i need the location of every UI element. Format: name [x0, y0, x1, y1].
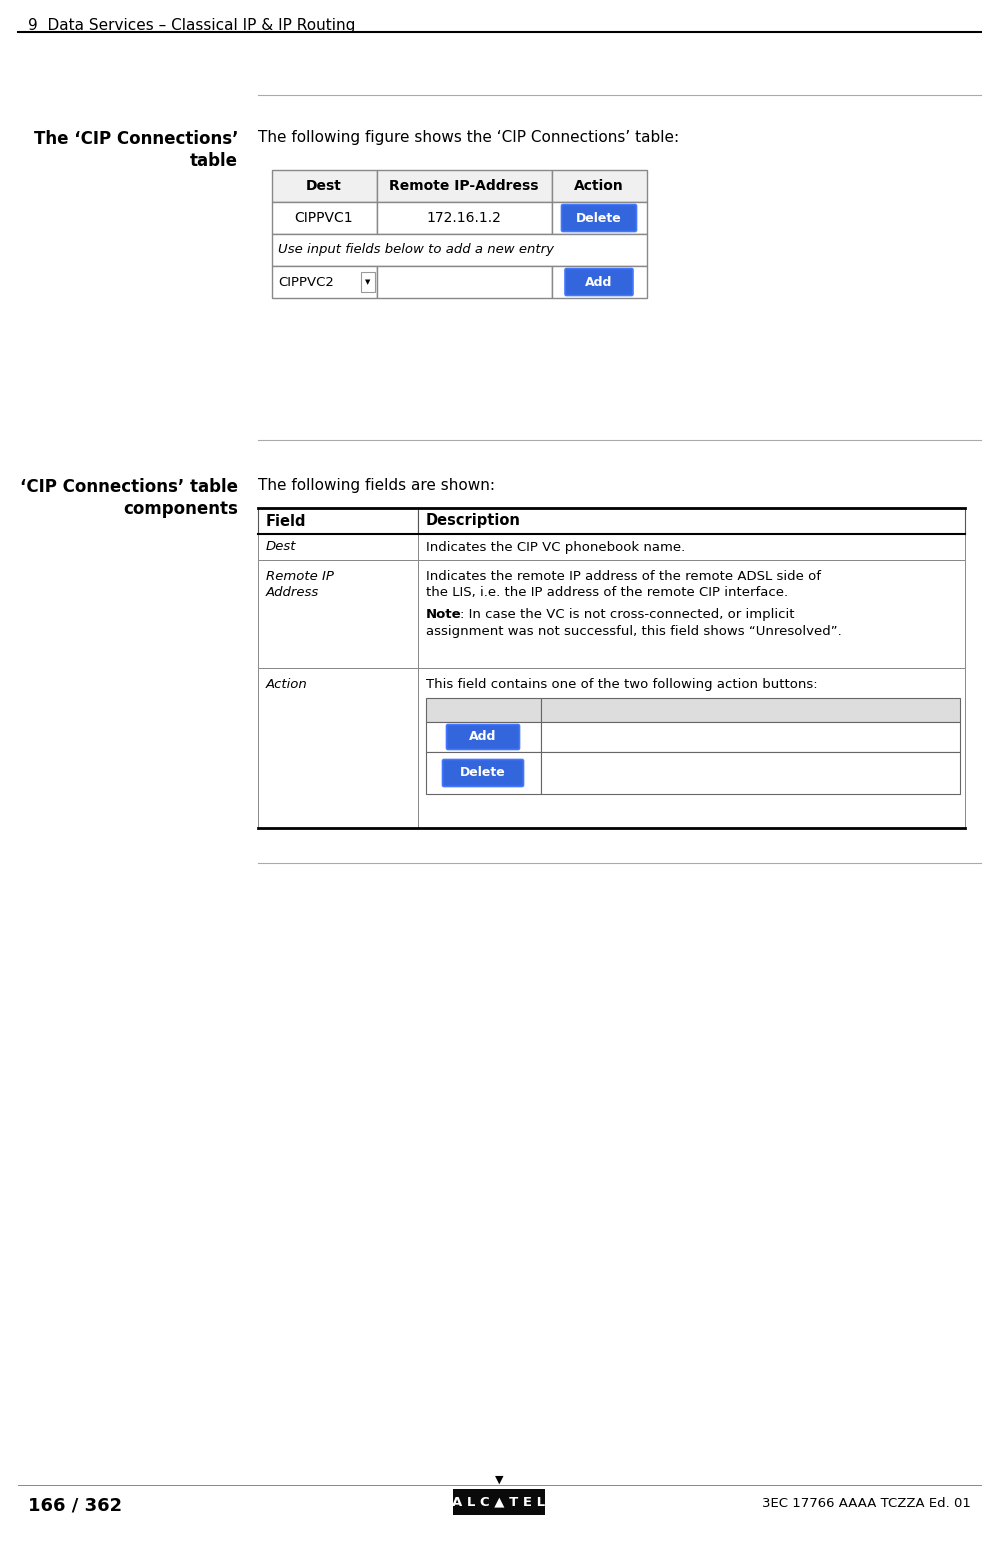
- Text: Action: Action: [266, 677, 308, 691]
- Text: Action: Action: [574, 179, 623, 193]
- Text: Use input fields below to add a new entry: Use input fields below to add a new entr…: [278, 244, 554, 256]
- Bar: [541, 697, 960, 722]
- Text: Dest: Dest: [306, 179, 342, 193]
- Text: 166 / 362: 166 / 362: [28, 1497, 122, 1515]
- Text: Note: Note: [426, 608, 462, 620]
- Text: ‘CIP Connections’ table: ‘CIP Connections’ table: [20, 478, 238, 495]
- Bar: [541, 751, 960, 795]
- Bar: [272, 235, 647, 265]
- Bar: [418, 560, 965, 668]
- Text: Remote IP-Address: Remote IP-Address: [390, 179, 538, 193]
- Text: Dest: Dest: [266, 540, 297, 554]
- Bar: [552, 170, 647, 202]
- Text: table: table: [190, 153, 238, 170]
- Bar: [552, 265, 647, 298]
- Bar: [418, 534, 965, 560]
- Bar: [272, 202, 377, 235]
- Text: The ‘CIP Connections’: The ‘CIP Connections’: [34, 130, 238, 148]
- Text: Button: Button: [457, 704, 509, 717]
- Text: ▼: ▼: [495, 1475, 503, 1484]
- Text: components: components: [123, 500, 238, 518]
- Text: Remote IP: Remote IP: [266, 569, 334, 583]
- Bar: [258, 534, 418, 560]
- Text: Delete: Delete: [576, 211, 621, 224]
- Text: A L C ▲ T E L: A L C ▲ T E L: [453, 1495, 545, 1509]
- Bar: [552, 202, 647, 235]
- Text: CIPPVC1: CIPPVC1: [295, 211, 354, 225]
- Bar: [377, 265, 552, 298]
- Text: the LIS, i.e. the IP address of the remote CIP interface.: the LIS, i.e. the IP address of the remo…: [426, 586, 788, 599]
- Text: Indicates the CIP VC phonebook name.: Indicates the CIP VC phonebook name.: [426, 540, 685, 554]
- Text: CIPPVC2: CIPPVC2: [278, 276, 334, 289]
- Bar: [272, 170, 377, 202]
- Text: Action: Action: [725, 704, 775, 717]
- FancyBboxPatch shape: [561, 205, 636, 231]
- Text: ▼: ▼: [366, 279, 371, 285]
- Text: The following fields are shown:: The following fields are shown:: [258, 478, 495, 494]
- Text: Add: Add: [470, 730, 497, 744]
- Text: 9  Data Services – Classical IP & IP Routing: 9 Data Services – Classical IP & IP Rout…: [28, 19, 356, 32]
- Bar: [258, 668, 418, 829]
- Bar: [258, 508, 418, 534]
- Text: 172.16.1.2: 172.16.1.2: [427, 211, 501, 225]
- Text: Field: Field: [266, 514, 307, 529]
- Text: assignment was not successful, this field shows “Unresolved”.: assignment was not successful, this fiel…: [426, 625, 842, 637]
- Text: Delete an existing connection from the: Delete an existing connection from the: [547, 762, 808, 775]
- FancyBboxPatch shape: [565, 268, 633, 296]
- Bar: [418, 508, 965, 534]
- Bar: [541, 722, 960, 751]
- Text: Address: Address: [266, 586, 320, 599]
- Text: Add: Add: [585, 276, 612, 289]
- Bar: [258, 560, 418, 668]
- Text: Description: Description: [426, 514, 520, 529]
- Bar: [453, 1489, 545, 1515]
- Text: Indicates the remote IP address of the remote ADSL side of: Indicates the remote IP address of the r…: [426, 569, 821, 583]
- Text: Delete: Delete: [461, 767, 505, 779]
- Bar: [361, 272, 375, 292]
- Bar: [377, 202, 552, 235]
- Bar: [418, 668, 965, 829]
- Bar: [426, 722, 541, 751]
- Text: 3EC 17766 AAAA TCZZA Ed. 01: 3EC 17766 AAAA TCZZA Ed. 01: [762, 1497, 971, 1511]
- Text: list.: list.: [547, 778, 570, 792]
- Bar: [377, 170, 552, 202]
- FancyBboxPatch shape: [443, 759, 523, 787]
- FancyBboxPatch shape: [447, 725, 519, 750]
- Text: The following figure shows the ‘CIP Connections’ table:: The following figure shows the ‘CIP Conn…: [258, 130, 679, 145]
- Bar: [426, 751, 541, 795]
- Text: Add a CIP connection to the list.: Add a CIP connection to the list.: [547, 730, 760, 744]
- Text: This field contains one of the two following action buttons:: This field contains one of the two follo…: [426, 677, 817, 691]
- Text: : In case the VC is not cross-connected, or implicit: : In case the VC is not cross-connected,…: [460, 608, 794, 620]
- Bar: [426, 697, 541, 722]
- Bar: [272, 265, 377, 298]
